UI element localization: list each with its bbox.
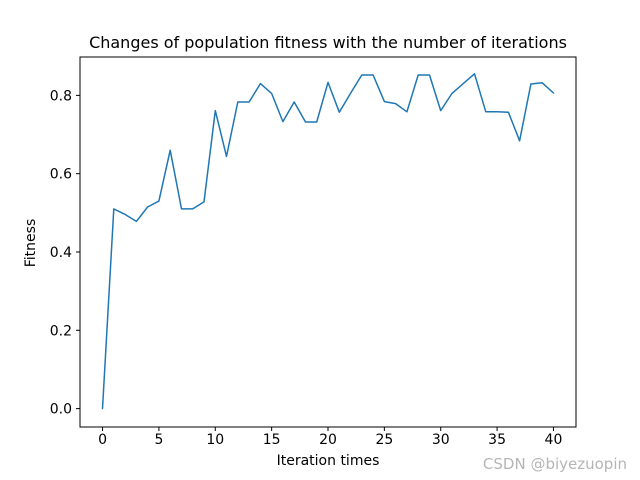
y-tick-label: 0.2 [50, 323, 72, 339]
y-tick-label: 0.6 [50, 167, 72, 183]
x-tick-label: 15 [263, 432, 281, 448]
y-tick-label: 0.8 [50, 88, 72, 104]
y-axis-label: Fitness [23, 218, 39, 268]
x-tick-label: 35 [488, 432, 506, 448]
x-tick-label: 40 [545, 432, 563, 448]
x-tick-label: 25 [375, 432, 393, 448]
x-tick-label: 5 [154, 432, 163, 448]
x-axis-label: Iteration times [276, 453, 380, 469]
x-tick-label: 20 [319, 432, 337, 448]
y-tick-label: 0.0 [50, 402, 72, 418]
fitness-line [101, 73, 555, 410]
y-tick-label: 0.4 [50, 245, 72, 261]
x-tick-label: 0 [98, 432, 107, 448]
chart-title: Changes of population fitness with the n… [89, 33, 567, 52]
x-tick-label: 10 [206, 432, 224, 448]
csdn-watermark: CSDN @biyezuopin [482, 455, 627, 473]
x-tick-label: 30 [432, 432, 450, 448]
